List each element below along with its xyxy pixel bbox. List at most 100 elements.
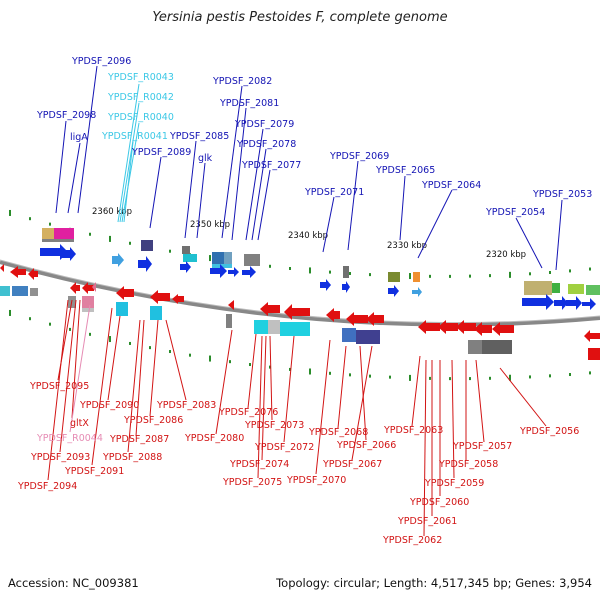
gene-label-ypdsf-2059[interactable]: YPDSF_2059 — [424, 478, 484, 489]
gene-label-ypdsf-2054[interactable]: YPDSF_2054 — [485, 207, 545, 218]
tick-mark — [129, 341, 131, 345]
tick-mark — [369, 374, 371, 378]
tick-mark — [49, 222, 51, 226]
gene-label-ypdsf-2056[interactable]: YPDSF_2056 — [519, 426, 579, 437]
gene-label-ypdsf-2063[interactable]: YPDSF_2063 — [383, 425, 443, 436]
gene-label-ypdsf-2098[interactable]: YPDSF_2098 — [36, 110, 96, 121]
tick-mark — [469, 274, 471, 278]
rna-label-ypdsf-r0042[interactable]: YPDSF_R0042 — [107, 92, 174, 103]
gene-label-ypdsf-2081[interactable]: YPDSF_2081 — [219, 98, 279, 109]
tick-mark — [109, 336, 111, 343]
gene-label-ypdsf-r0044[interactable]: YPDSF_R0044 — [36, 433, 103, 444]
forward-labels: YPDSF_2096 YPDSF_R0043 YPDSF_R0042 YPDSF… — [36, 56, 592, 218]
scale-label-2320: 2320 kbp — [486, 250, 526, 260]
tick-mark — [309, 267, 311, 274]
tick-mark — [89, 332, 91, 336]
tick-mark — [309, 368, 311, 375]
tick-mark — [229, 360, 231, 364]
gene-label-ypdsf-2090[interactable]: YPDSF_2090 — [79, 400, 139, 411]
tick-mark — [249, 363, 251, 367]
gene-label-ypdsf-2095[interactable]: YPDSF_2095 — [29, 381, 89, 392]
gene-label-ypdsf-2080[interactable]: YPDSF_2080 — [184, 433, 244, 444]
gene-label-ypdsf-2062[interactable]: YPDSF_2062 — [382, 535, 442, 546]
tick-mark — [589, 371, 591, 375]
tick-mark — [289, 367, 291, 371]
gene-label-ypdsf-2093[interactable]: YPDSF_2093 — [30, 452, 90, 463]
tick-row-top — [9, 209, 591, 280]
gene-label-ypdsf-2096[interactable]: YPDSF_2096 — [71, 56, 131, 67]
gene-label-ypdsf-2075[interactable]: YPDSF_2075 — [222, 477, 282, 488]
gene-label-ypdsf-2082[interactable]: YPDSF_2082 — [212, 76, 272, 87]
tick-mark — [169, 249, 171, 253]
scale-label-2340: 2340 kbp — [288, 231, 328, 241]
gene-label-ypdsf-2069[interactable]: YPDSF_2069 — [329, 151, 389, 162]
rna-label-ypdsf-r0041[interactable]: YPDSF_R0041 — [101, 131, 168, 142]
reverse-features — [0, 264, 600, 360]
gene-label-ypdsf-2086[interactable]: YPDSF_2086 — [123, 415, 183, 426]
scale-label-2350: 2350 kbp — [190, 220, 230, 230]
tick-mark — [269, 365, 271, 369]
gene-label-ypdsf-2085[interactable]: YPDSF_2085 — [169, 131, 229, 142]
tick-mark — [589, 267, 591, 271]
tick-mark — [509, 374, 511, 381]
gene-label-ypdsf-2071[interactable]: YPDSF_2071 — [304, 187, 364, 198]
tick-mark — [49, 322, 51, 326]
gene-label-ypdsf-2073[interactable]: YPDSF_2073 — [244, 420, 304, 431]
rna-label-ypdsf-r0043[interactable]: YPDSF_R0043 — [107, 72, 174, 83]
gene-label-ypdsf-2079[interactable]: YPDSF_2079 — [234, 119, 294, 130]
tick-mark — [389, 375, 391, 379]
gene-label-ypdsf-2077[interactable]: YPDSF_2077 — [241, 160, 301, 171]
accession-text: Accession: NC_009381 — [8, 576, 139, 590]
tick-mark — [209, 255, 211, 262]
gene-label-ypdsf-2057[interactable]: YPDSF_2057 — [452, 441, 512, 452]
gene-label-ypdsf-2067[interactable]: YPDSF_2067 — [322, 459, 382, 470]
genome-backbone — [0, 260, 600, 327]
gene-label-liga[interactable]: ligA — [70, 132, 88, 143]
tick-mark — [29, 317, 31, 321]
gene-label-gltx[interactable]: gltX — [70, 418, 89, 429]
gene-label-ypdsf-2094[interactable]: YPDSF_2094 — [17, 481, 77, 492]
gene-label-ypdsf-2072[interactable]: YPDSF_2072 — [254, 442, 314, 453]
gene-label-ypdsf-2089[interactable]: YPDSF_2089 — [131, 147, 191, 158]
tick-mark — [29, 217, 31, 221]
tick-mark — [549, 374, 551, 378]
tick-mark — [489, 376, 491, 380]
gene-label-ypdsf-2061[interactable]: YPDSF_2061 — [397, 516, 457, 527]
gene-label-ypdsf-2083[interactable]: YPDSF_2083 — [156, 400, 216, 411]
tick-mark — [549, 270, 551, 274]
gene-label-ypdsf-2074[interactable]: YPDSF_2074 — [229, 459, 289, 470]
gene-label-ypdsf-2087[interactable]: YPDSF_2087 — [109, 434, 169, 445]
tick-mark — [269, 264, 271, 268]
gene-label-ypdsf-2068[interactable]: YPDSF_2068 — [308, 427, 368, 438]
gene-label-ypdsf-2066[interactable]: YPDSF_2066 — [336, 440, 396, 451]
tick-mark — [369, 273, 371, 277]
gene-label-ypdsf-2076[interactable]: YPDSF_2076 — [218, 407, 278, 418]
gene-label-ypdsf-2065[interactable]: YPDSF_2065 — [375, 165, 435, 176]
gene-label-ypdsf-2070[interactable]: YPDSF_2070 — [286, 475, 346, 486]
tick-mark — [109, 235, 111, 242]
rna-label-ypdsf-r0040[interactable]: YPDSF_R0040 — [107, 112, 174, 123]
tick-row-bottom — [9, 309, 591, 381]
tick-mark — [189, 353, 191, 357]
map-title: Yersinia pestis Pestoides F, complete ge… — [152, 10, 448, 25]
gene-label-ypdsf-2078[interactable]: YPDSF_2078 — [236, 139, 296, 150]
tick-mark — [349, 373, 351, 377]
tick-mark — [409, 273, 411, 280]
tick-mark — [89, 232, 91, 236]
gene-label-ypdsf-2053[interactable]: YPDSF_2053 — [532, 189, 592, 200]
gene-label-ypdsf-2088[interactable]: YPDSF_2088 — [102, 452, 162, 463]
scale-label-2360: 2360 kbp — [92, 207, 132, 217]
tick-mark — [9, 309, 11, 316]
gene-label-ypdsf-2091[interactable]: YPDSF_2091 — [64, 466, 124, 477]
gene-label-glk[interactable]: glk — [198, 153, 213, 164]
forward-features — [40, 228, 600, 310]
gene-label-ypdsf-2064[interactable]: YPDSF_2064 — [421, 180, 481, 191]
tick-mark — [569, 269, 571, 273]
gene-label-ypdsf-2058[interactable]: YPDSF_2058 — [438, 459, 498, 470]
gene-label-ypdsf-2060[interactable]: YPDSF_2060 — [409, 497, 469, 508]
tick-mark — [449, 274, 451, 278]
tick-mark — [489, 274, 491, 278]
tick-mark — [569, 373, 571, 377]
tick-mark — [529, 375, 531, 379]
